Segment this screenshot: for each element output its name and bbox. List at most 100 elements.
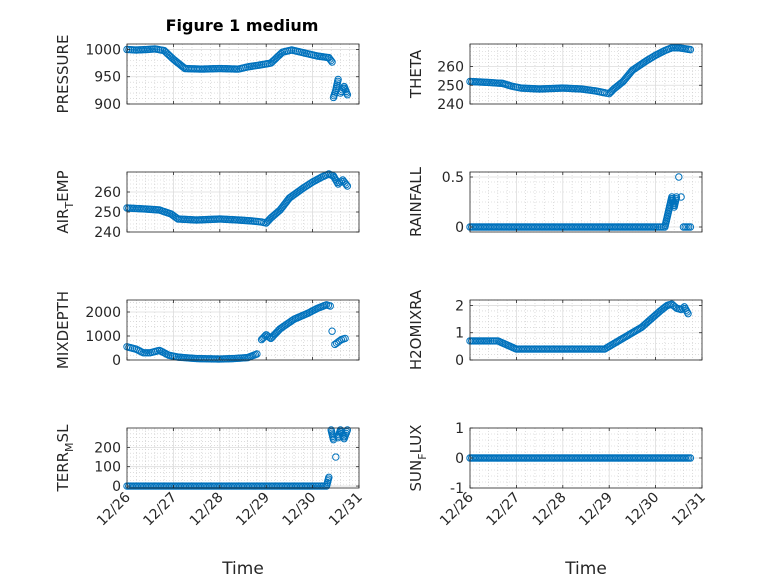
xtick-label: 12/31 (669, 490, 709, 530)
data-point (256, 218, 264, 226)
data-point (232, 65, 241, 73)
ytick-label: 240 (437, 97, 464, 113)
data-point (483, 337, 491, 345)
ytick-label: 2000 (85, 305, 121, 321)
ytick-label: 900 (94, 97, 121, 113)
ytick-label: 1 (455, 421, 464, 437)
data-point (256, 61, 264, 69)
data-point (675, 173, 683, 181)
data-point (335, 178, 344, 187)
data-point (343, 89, 351, 97)
data-point (274, 52, 283, 60)
subplot-7: 0 100 200 12/26 12/27 12/28 12/29 12/30 12/31 Tim… (54, 424, 366, 579)
data-point (492, 337, 500, 345)
data-point (682, 306, 690, 314)
data-point (666, 300, 674, 309)
axes-box (126, 171, 360, 233)
data-point (685, 454, 693, 462)
data-point (328, 327, 336, 335)
ytick-label: 240 (94, 225, 121, 241)
data-point (263, 218, 272, 226)
ytick-label: 260 (94, 185, 121, 201)
ytick-label: 0 (455, 220, 464, 236)
data-point (334, 77, 342, 85)
axes-box (126, 299, 360, 361)
data-point (599, 88, 607, 97)
ytick-label: 260 (437, 60, 464, 76)
xtick-label: 12/28 (530, 490, 570, 530)
data-point (650, 223, 658, 231)
xtick-label: 12/29 (576, 490, 616, 530)
data-point (625, 70, 634, 78)
ytick-label: 1000 (85, 42, 121, 58)
y-axis-label: TERRMSL (54, 424, 76, 493)
data-point (242, 354, 250, 362)
ytick-label: 200 (94, 440, 121, 456)
ytick-label: 2 (455, 298, 464, 314)
data-point (260, 333, 268, 341)
data-point (666, 44, 674, 53)
data-point (137, 348, 146, 356)
y-axis-label: AIRTEMP (54, 170, 76, 233)
xtick-label: 12/27 (483, 490, 523, 530)
subplot-1: 900 950 1000 PRESSURE (54, 35, 360, 114)
data-point (663, 214, 671, 223)
ytick-label: 1 (455, 326, 464, 342)
data-point (599, 345, 607, 353)
data-point (163, 350, 171, 359)
subplot-6: 0 1 2 H2OMIXRA (407, 289, 703, 370)
data-point (342, 180, 350, 189)
data-point (321, 301, 329, 310)
data-point (515, 83, 523, 92)
data-point (336, 337, 344, 345)
data-point (672, 194, 680, 203)
xtick-label: 12/27 (140, 490, 180, 530)
xtick-label: 12/31 (326, 490, 366, 530)
data-point (589, 86, 598, 95)
data-point (606, 88, 615, 97)
data-point (286, 46, 294, 55)
data-point (228, 354, 236, 363)
y-axis-label: H2OMIXRA (407, 289, 425, 370)
data-point (324, 301, 333, 310)
data-point (506, 82, 514, 90)
axes-box (469, 171, 703, 233)
ytick-label: -1 (450, 481, 464, 497)
data-point (295, 48, 303, 56)
ytick-label: 0.5 (442, 170, 464, 186)
data-point (311, 51, 320, 60)
data-point (140, 205, 148, 213)
data-point (341, 179, 349, 187)
data-point (483, 78, 491, 87)
data-point (327, 56, 335, 65)
subplot-4: 0 0.5 RAINFALL (407, 166, 703, 237)
data-point (154, 206, 162, 214)
ytick-label: 1000 (85, 329, 121, 345)
ytick-label: 100 (94, 460, 121, 476)
x-axis-label: Time (564, 559, 607, 579)
data-point (339, 335, 347, 343)
ytick-label: 0 (112, 479, 121, 495)
data-point (683, 308, 691, 316)
data-point (302, 49, 310, 58)
subplot-2: 240 250 260 THETA (407, 43, 703, 113)
data-point (142, 45, 150, 54)
data-point (149, 45, 157, 53)
data-point (144, 349, 153, 357)
figure-title: Figure 1 medium (166, 16, 319, 35)
ytick-label: 0 (455, 353, 464, 369)
data-point (621, 333, 629, 341)
data-point (251, 350, 260, 359)
data-point (323, 171, 331, 179)
y-axis-label: PRESSURE (54, 35, 72, 114)
y-axis-label: SUNFLUX (407, 425, 429, 492)
data-point (232, 216, 241, 224)
data-point (332, 453, 340, 461)
y-axis-label: THETA (407, 49, 425, 99)
axes-box (469, 43, 703, 105)
data-point (603, 89, 611, 97)
ytick-label: 950 (94, 70, 121, 86)
data-point (153, 347, 162, 355)
data-point (246, 217, 255, 225)
